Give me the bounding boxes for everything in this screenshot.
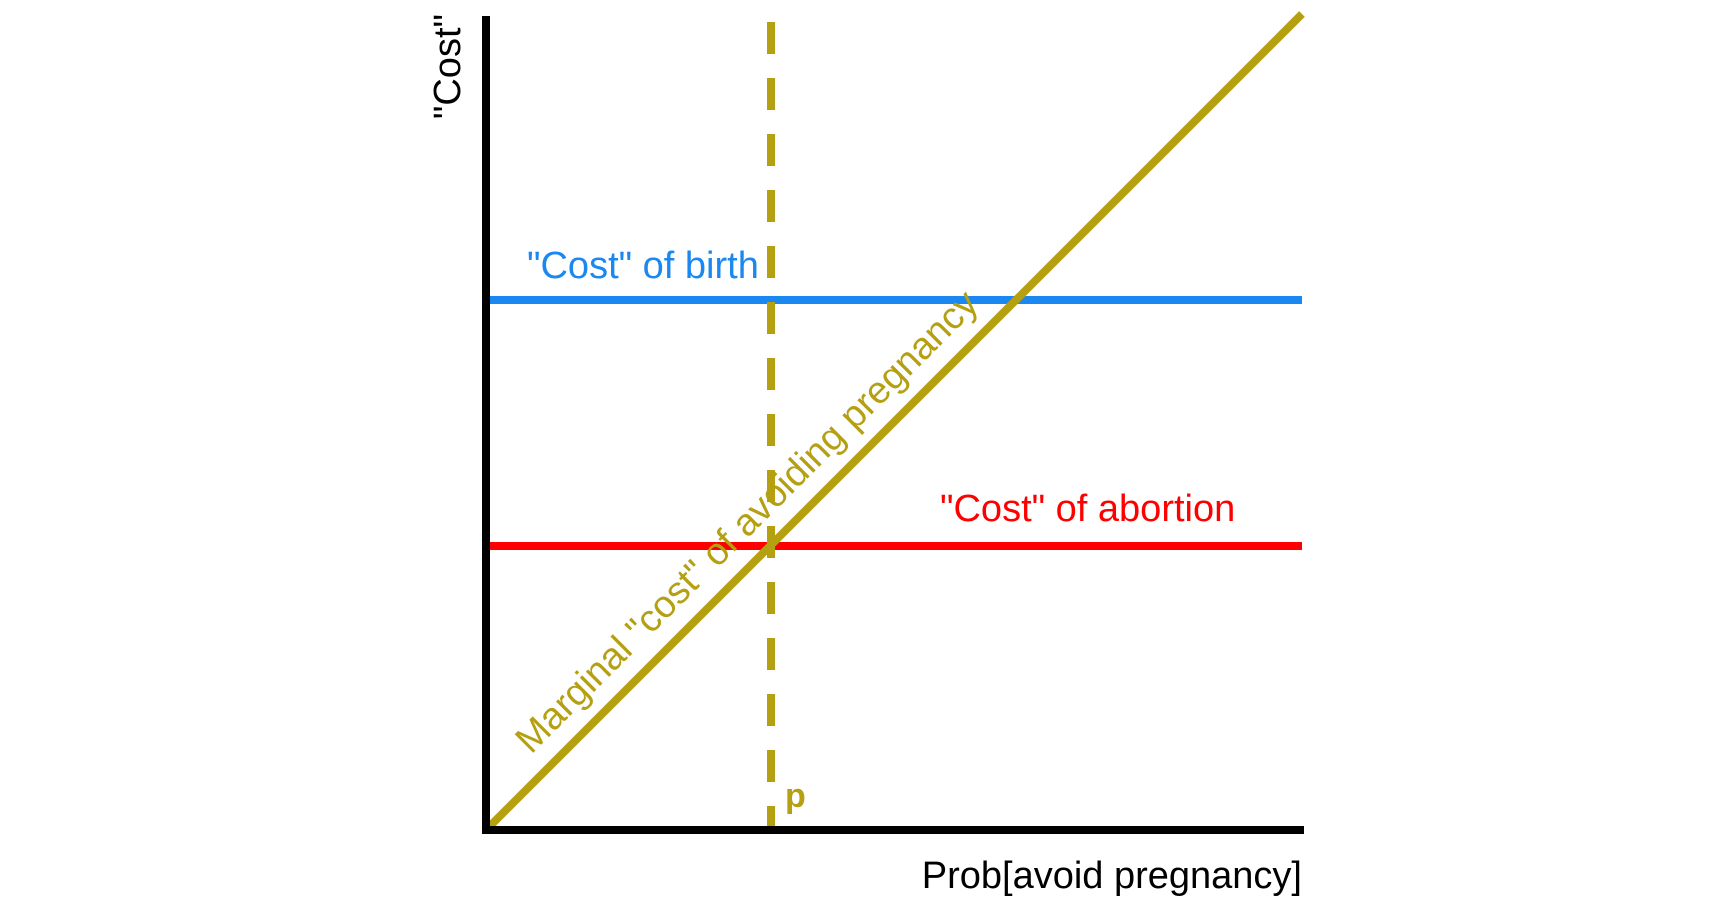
marginal-cost-label: Marginal "cost" of avoiding pregnancy	[508, 282, 987, 761]
y-axis-label: "Cost"	[427, 14, 469, 119]
marginal-cost-line	[483, 11, 1305, 833]
abortion-cost-label: "Cost" of abortion	[940, 488, 1235, 530]
x-axis-label: Prob[avoid pregnancy]	[922, 855, 1302, 897]
birth-cost-label: "Cost" of birth	[527, 245, 759, 287]
p-label: p	[785, 777, 806, 815]
